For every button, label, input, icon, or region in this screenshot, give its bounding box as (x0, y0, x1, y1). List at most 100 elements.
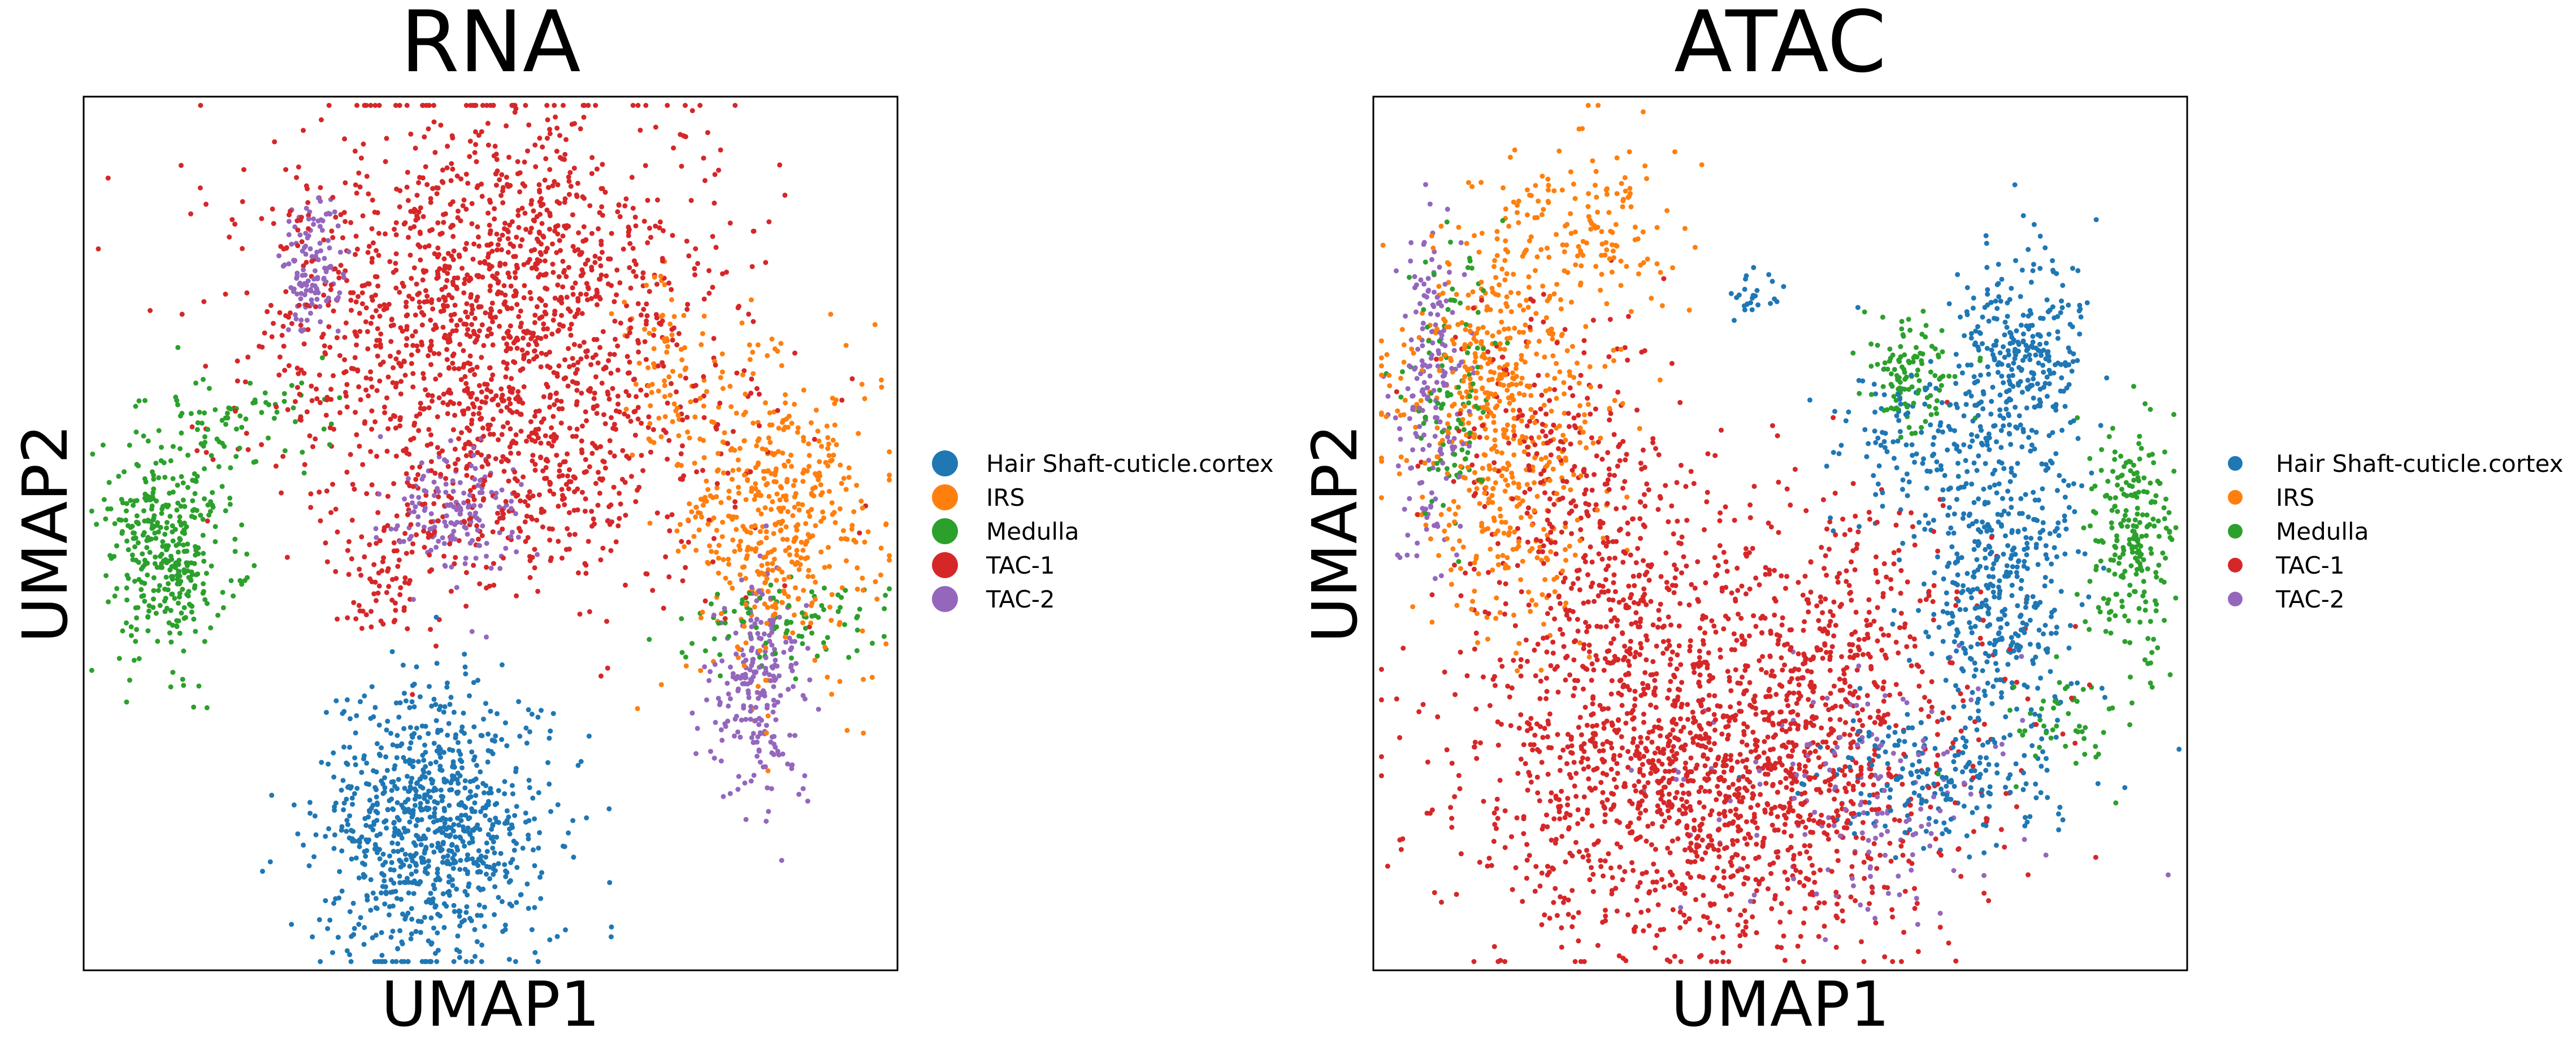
point-tac-2 (336, 295, 341, 301)
point-tac-1 (381, 528, 387, 533)
point-tac-1 (526, 434, 532, 440)
point-tac-1 (419, 322, 425, 328)
point-tac-2 (712, 756, 717, 761)
point-hair-shaft-cuticle-cortex (479, 959, 484, 964)
point-tac-1 (331, 308, 336, 314)
point-tac-1 (404, 300, 409, 305)
point-hair-shaft-cuticle-cortex (422, 851, 427, 856)
point-hair-shaft-cuticle-cortex (547, 937, 553, 943)
point-tac-1 (526, 358, 532, 364)
point-tac-1 (544, 103, 550, 108)
point-irs (726, 557, 731, 562)
point-medulla (784, 619, 790, 624)
point-tac-1 (575, 180, 580, 186)
point-hair-shaft-cuticle-cortex (415, 817, 420, 822)
point-tac-1 (328, 397, 334, 402)
point-tac-2 (508, 533, 514, 539)
point-tac-2 (312, 283, 318, 289)
point-tac-1 (393, 285, 399, 291)
point-tac-1 (465, 360, 471, 366)
point-tac-1 (1548, 452, 1554, 458)
point-tac-1 (264, 309, 270, 314)
point-tac-1 (511, 490, 517, 496)
point-medulla (213, 539, 218, 544)
point-medulla (177, 591, 183, 596)
point-hair-shaft-cuticle-cortex (530, 795, 536, 801)
point-hair-shaft-cuticle-cortex (2026, 435, 2032, 440)
point-tac-1 (307, 433, 313, 439)
point-hair-shaft-cuticle-cortex (403, 880, 408, 886)
point-tac-1 (528, 296, 534, 301)
point-tac-1 (656, 363, 661, 368)
point-tac-1 (427, 552, 432, 558)
point-tac-1 (536, 274, 541, 280)
point-medulla (266, 402, 272, 407)
point-irs (730, 585, 735, 591)
point-hair-shaft-cuticle-cortex (414, 832, 419, 838)
point-irs (716, 543, 722, 548)
point-tac-1 (669, 327, 675, 332)
point-tac-1 (547, 481, 553, 487)
point-tac-1 (556, 327, 561, 333)
point-tac-1 (644, 571, 650, 577)
point-hair-shaft-cuticle-cortex (431, 740, 437, 746)
point-tac-1 (465, 327, 471, 332)
point-tac-1 (530, 458, 535, 464)
point-hair-shaft-cuticle-cortex (504, 818, 510, 823)
point-tac-1 (635, 416, 641, 422)
point-hair-shaft-cuticle-cortex (431, 819, 436, 825)
point-tac-2 (754, 753, 760, 759)
point-medulla (193, 552, 198, 558)
point-irs (736, 543, 742, 549)
point-irs (751, 420, 756, 426)
point-hair-shaft-cuticle-cortex (467, 840, 472, 846)
point-medulla (800, 641, 805, 647)
point-tac-1 (680, 417, 686, 423)
point-tac-1 (405, 626, 410, 632)
point-tac-1 (398, 585, 404, 591)
point-irs (693, 548, 699, 553)
point-tac-1 (615, 523, 621, 528)
point-tac-1 (557, 133, 562, 138)
point-tac-2 (713, 719, 718, 725)
point-irs (825, 446, 831, 452)
point-tac-1 (428, 199, 433, 205)
point-tac-1 (543, 272, 548, 277)
point-irs (779, 569, 785, 575)
point-hair-shaft-cuticle-cortex (409, 855, 414, 861)
point-hair-shaft-cuticle-cortex (449, 787, 454, 792)
point-tac-1 (596, 226, 601, 232)
point-irs (801, 387, 806, 393)
point-tac-1 (364, 173, 370, 179)
point-tac-1 (450, 353, 456, 359)
point-tac-2 (740, 652, 746, 658)
point-tac-1 (565, 473, 570, 479)
point-irs (737, 446, 743, 451)
point-tac-1 (1670, 907, 1676, 913)
point-tac-1 (643, 321, 649, 327)
point-tac-2 (298, 290, 304, 296)
point-irs (674, 405, 680, 411)
point-tac-1 (1978, 589, 1984, 595)
point-medulla (141, 508, 146, 514)
point-tac-1 (587, 464, 592, 470)
point-tac-1 (644, 301, 649, 307)
point-tac-2 (313, 268, 318, 274)
point-medulla (745, 610, 751, 616)
point-hair-shaft-cuticle-cortex (419, 774, 425, 779)
point-tac-1 (408, 522, 414, 527)
point-tac-2 (317, 240, 323, 246)
point-tac-1 (1798, 934, 1803, 939)
point-hair-shaft-cuticle-cortex (1828, 515, 1833, 520)
point-tac-1 (491, 153, 497, 159)
point-tac-1 (556, 274, 562, 280)
point-tac-1 (456, 209, 461, 214)
point-tac-1 (681, 473, 687, 479)
point-medulla (757, 654, 762, 660)
point-tac-2 (480, 523, 485, 529)
point-tac-1 (581, 115, 587, 120)
point-irs (1623, 188, 1628, 194)
point-hair-shaft-cuticle-cortex (514, 900, 519, 905)
point-hair-shaft-cuticle-cortex (512, 813, 518, 818)
point-hair-shaft-cuticle-cortex (295, 831, 301, 837)
